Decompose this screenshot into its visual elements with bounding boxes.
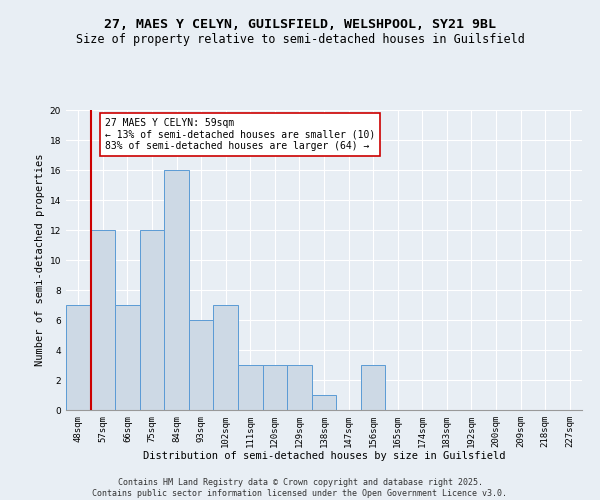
Bar bbox=[66, 305, 91, 410]
Bar bbox=[361, 365, 385, 410]
Bar bbox=[189, 320, 214, 410]
X-axis label: Distribution of semi-detached houses by size in Guilsfield: Distribution of semi-detached houses by … bbox=[143, 452, 505, 462]
Text: Size of property relative to semi-detached houses in Guilsfield: Size of property relative to semi-detach… bbox=[76, 32, 524, 46]
Bar bbox=[312, 395, 336, 410]
Bar bbox=[287, 365, 312, 410]
Bar bbox=[214, 305, 238, 410]
Bar bbox=[140, 230, 164, 410]
Bar bbox=[115, 305, 140, 410]
Y-axis label: Number of semi-detached properties: Number of semi-detached properties bbox=[35, 154, 46, 366]
Text: 27, MAES Y CELYN, GUILSFIELD, WELSHPOOL, SY21 9BL: 27, MAES Y CELYN, GUILSFIELD, WELSHPOOL,… bbox=[104, 18, 496, 30]
Bar bbox=[238, 365, 263, 410]
Text: Contains HM Land Registry data © Crown copyright and database right 2025.
Contai: Contains HM Land Registry data © Crown c… bbox=[92, 478, 508, 498]
Bar bbox=[263, 365, 287, 410]
Text: 27 MAES Y CELYN: 59sqm
← 13% of semi-detached houses are smaller (10)
83% of sem: 27 MAES Y CELYN: 59sqm ← 13% of semi-det… bbox=[106, 118, 376, 150]
Bar bbox=[164, 170, 189, 410]
Bar bbox=[91, 230, 115, 410]
